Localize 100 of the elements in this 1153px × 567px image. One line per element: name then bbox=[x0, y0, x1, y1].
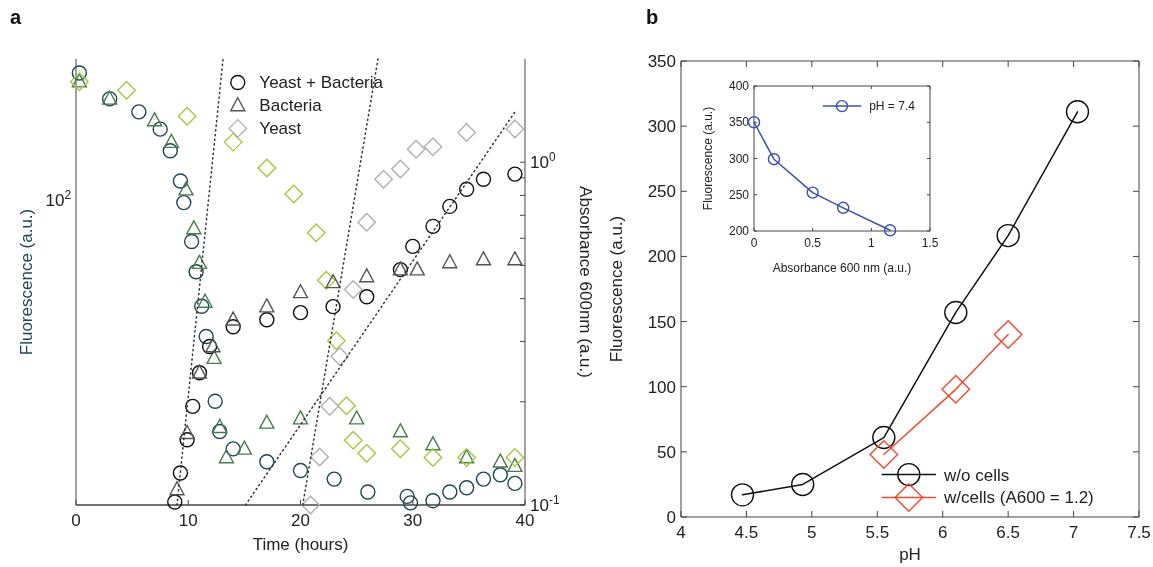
point bbox=[198, 328, 214, 345]
point bbox=[330, 347, 350, 367]
y-tick-label: 50 bbox=[657, 442, 676, 462]
point bbox=[941, 374, 971, 404]
x-tick-label: 1 bbox=[867, 236, 875, 250]
point bbox=[284, 184, 304, 204]
legend-label: Bacteria bbox=[259, 96, 323, 116]
point bbox=[730, 483, 755, 507]
point bbox=[996, 223, 1020, 248]
point bbox=[475, 471, 492, 487]
x-tick-label: 4 bbox=[676, 523, 686, 542]
point bbox=[944, 300, 968, 325]
x-axis-title: Absorbance 600 nm (a.u.) bbox=[772, 261, 912, 275]
x-tick-label: 6.5 bbox=[996, 523, 1020, 542]
point bbox=[374, 169, 394, 189]
point bbox=[194, 298, 210, 314]
point bbox=[392, 423, 409, 438]
point bbox=[163, 133, 180, 149]
point bbox=[188, 264, 204, 280]
point bbox=[259, 312, 275, 328]
y-tick-label: 250 bbox=[647, 182, 676, 202]
y-axis-title: Fluorescence (a.u.) bbox=[607, 215, 626, 363]
point bbox=[390, 159, 410, 179]
x-tick-label: 7.5 bbox=[1127, 523, 1151, 542]
point bbox=[326, 331, 346, 351]
point bbox=[492, 467, 508, 483]
point bbox=[225, 319, 241, 335]
y-tick-label: 300 bbox=[647, 117, 676, 137]
y-tick-label: 400 bbox=[728, 79, 750, 94]
legend-label: w/cells (A600 = 1.2) bbox=[943, 488, 1094, 508]
point bbox=[191, 254, 208, 270]
legend-label: Yeast bbox=[259, 119, 302, 139]
point bbox=[1065, 100, 1090, 124]
point bbox=[357, 212, 377, 232]
y-tick-label: 200 bbox=[728, 224, 750, 239]
point bbox=[442, 254, 458, 269]
point bbox=[767, 153, 781, 166]
point bbox=[179, 424, 195, 440]
point bbox=[993, 320, 1023, 350]
x-tick-label: 7 bbox=[1068, 523, 1079, 542]
point bbox=[310, 447, 330, 467]
point bbox=[211, 423, 228, 440]
point bbox=[475, 171, 492, 187]
point bbox=[883, 224, 897, 237]
point bbox=[292, 284, 309, 299]
chart-title: b bbox=[646, 6, 659, 28]
point bbox=[458, 181, 475, 197]
point bbox=[343, 280, 363, 300]
point bbox=[316, 270, 336, 290]
x-tick-label: 5.5 bbox=[865, 523, 890, 542]
point bbox=[236, 440, 253, 455]
point bbox=[357, 443, 377, 463]
y-tick-label: 100 bbox=[647, 377, 676, 397]
point bbox=[442, 198, 458, 215]
point bbox=[425, 218, 441, 235]
point bbox=[425, 436, 441, 451]
point bbox=[507, 166, 523, 182]
point bbox=[225, 311, 241, 326]
y-axis-title: Fluorescence (a.u.) bbox=[17, 208, 36, 356]
point bbox=[343, 430, 363, 450]
y-tick-label: 350 bbox=[728, 115, 750, 130]
y-axis-title: Fluorescence (a.u.) bbox=[701, 106, 715, 211]
point bbox=[183, 233, 200, 250]
point bbox=[326, 471, 342, 487]
point bbox=[405, 238, 421, 255]
point bbox=[169, 481, 185, 496]
point bbox=[205, 338, 221, 353]
point bbox=[337, 396, 356, 416]
point bbox=[172, 465, 189, 481]
x-tick-label: 20 bbox=[291, 511, 310, 530]
point bbox=[301, 495, 321, 515]
point bbox=[747, 116, 761, 129]
point bbox=[211, 418, 228, 434]
point bbox=[836, 201, 850, 214]
legend-label: w/o cells bbox=[943, 465, 1010, 485]
point bbox=[325, 298, 341, 315]
x-tick-label: 10 bbox=[178, 511, 198, 530]
point bbox=[223, 132, 243, 152]
point bbox=[218, 449, 235, 464]
y-tick-label: 150 bbox=[647, 312, 676, 332]
point bbox=[457, 123, 477, 143]
point bbox=[162, 143, 178, 159]
point bbox=[176, 194, 192, 211]
point bbox=[475, 251, 492, 266]
point bbox=[201, 338, 218, 355]
point bbox=[117, 80, 136, 100]
point bbox=[442, 484, 458, 500]
point bbox=[399, 488, 415, 505]
x-tick-label: 6 bbox=[937, 523, 948, 542]
point bbox=[359, 268, 375, 283]
point bbox=[505, 119, 525, 139]
point bbox=[425, 492, 441, 509]
x-tick-label: 30 bbox=[403, 511, 423, 530]
x-tick-label: 0.5 bbox=[804, 236, 822, 250]
chart-title: a bbox=[10, 6, 22, 28]
point bbox=[259, 454, 275, 470]
point bbox=[71, 65, 88, 81]
point bbox=[179, 432, 195, 448]
point bbox=[348, 410, 365, 425]
point bbox=[197, 293, 213, 308]
